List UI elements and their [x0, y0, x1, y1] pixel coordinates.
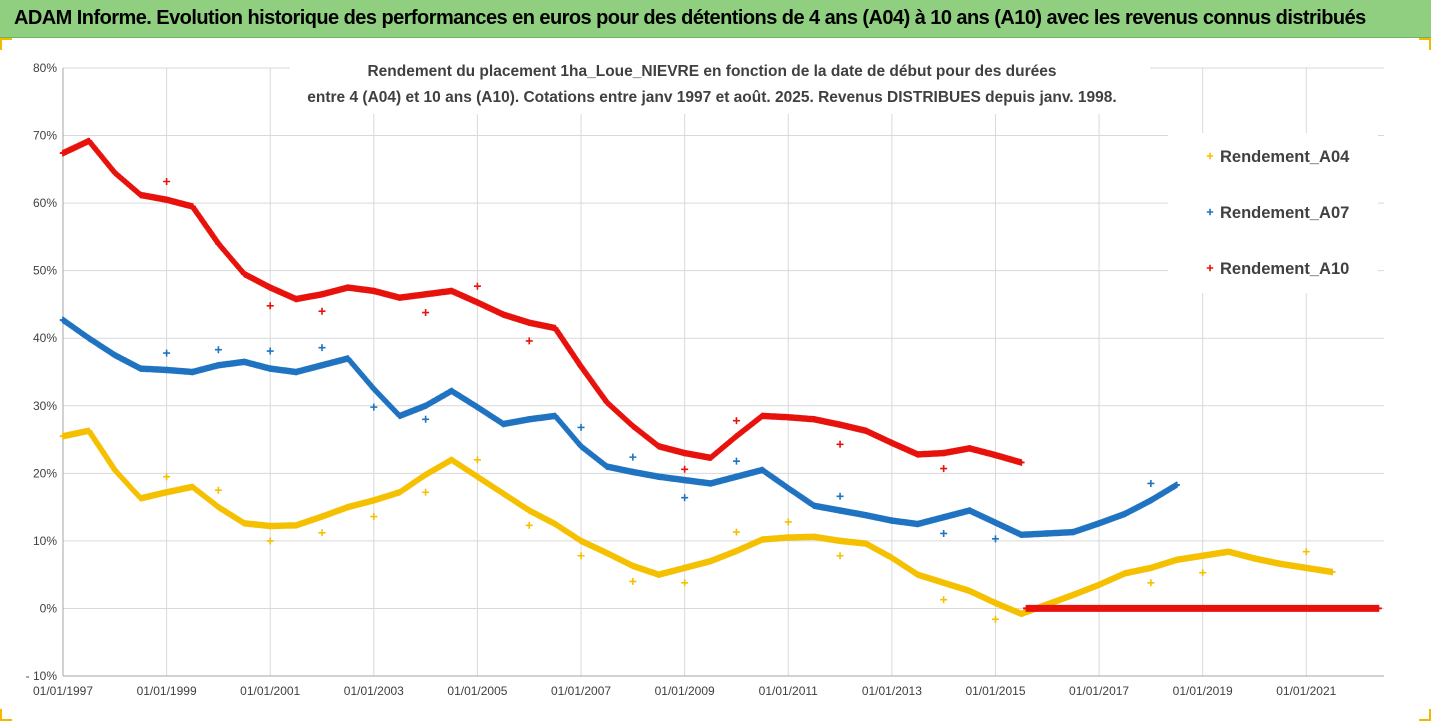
rendement-a04-isolated-point — [526, 522, 533, 529]
chart-title-line2: entre 4 (A04) et 10 ans (A10). Cotations… — [307, 89, 1116, 106]
rendement-a07-isolated-point — [1147, 480, 1154, 487]
rendement-a04-isolated-point — [319, 529, 326, 536]
y-tick-label: 60% — [33, 196, 57, 210]
rendement-a04-isolated-point — [1147, 579, 1154, 586]
y-tick-label: 40% — [33, 331, 57, 345]
frame-corner-top-right — [1419, 38, 1431, 50]
frame-corner-top-left — [0, 38, 12, 50]
y-tick-label: 10% — [33, 534, 57, 548]
x-tick-label: 01/01/2019 — [1173, 684, 1233, 698]
rendement-a07-isolated-point — [370, 404, 377, 411]
x-tick-label: 01/01/2015 — [965, 684, 1025, 698]
rendement-a07-isolated-point — [319, 344, 326, 351]
y-tick-label: 50% — [33, 264, 57, 278]
x-tick-label: 01/01/2007 — [551, 684, 611, 698]
rendement-a04-isolated-point — [215, 487, 222, 494]
rendement-a04-isolated-point — [1303, 548, 1310, 555]
rendement-a04-isolated-point — [940, 596, 947, 603]
rendement-a07-isolated-point — [940, 530, 947, 537]
x-tick-label: 01/01/2013 — [862, 684, 922, 698]
rendement-a10-zero-segment — [1023, 605, 1382, 612]
rendement-a10-isolated-point — [267, 302, 274, 309]
rendement-a04-isolated-point — [1199, 569, 1206, 576]
rendement-a04-isolated-point — [629, 578, 636, 585]
rendement-a07-series — [60, 317, 1180, 543]
rendement-a10-isolated-point — [940, 465, 947, 472]
y-tick-label: - 10% — [26, 669, 58, 683]
rendement-a07-isolated-point — [267, 348, 274, 355]
y-tick-label: 20% — [33, 466, 57, 480]
rendement-a04-isolated-point — [681, 579, 688, 586]
x-tick-label: 01/01/2003 — [344, 684, 404, 698]
x-tick-label: 01/01/2021 — [1276, 684, 1336, 698]
x-tick-label: 01/01/2001 — [240, 684, 300, 698]
rendement-a04-isolated-point — [163, 473, 170, 480]
rendement-a07-isolated-point — [629, 454, 636, 461]
rendement-a10-legend-label: Rendement_A10 — [1220, 260, 1349, 278]
x-tick-label: 01/01/2011 — [759, 684, 818, 698]
x-tick-label: 01/01/2005 — [447, 684, 507, 698]
rendement-a07-isolated-point — [215, 346, 222, 353]
rendement-a04-isolated-point — [474, 456, 481, 463]
x-tick-label: 01/01/1999 — [137, 684, 197, 698]
rendement-a10-isolated-point — [681, 466, 688, 473]
report-title: ADAM Informe. Evolution historique des p… — [14, 7, 1366, 30]
x-tick-label: 01/01/2009 — [655, 684, 715, 698]
rendement-a07-isolated-point — [733, 458, 740, 465]
report-banner: ADAM Informe. Evolution historique des p… — [0, 0, 1431, 38]
rendement-a04-isolated-point — [837, 552, 844, 559]
y-tick-label: 0% — [40, 601, 58, 615]
rendement-a10-isolated-point — [837, 441, 844, 448]
frame-corner-bottom-right — [1419, 709, 1431, 721]
rendement-a07-isolated-point — [578, 424, 585, 431]
rendement-a04-isolated-point — [578, 552, 585, 559]
rendement-a07-isolated-point — [163, 350, 170, 357]
rendement-a04-isolated-point — [733, 529, 740, 536]
frame-corner-bottom-left — [0, 709, 12, 721]
yield-chart: - 10% 0% 10% 20% 30% 40% 50% 60% 70% 80% 01/01/199… — [0, 38, 1431, 721]
rendement-a07-isolated-point — [837, 493, 844, 500]
rendement-a04-isolated-point — [992, 616, 999, 623]
rendement-a07-trend-markers — [60, 317, 1180, 538]
rendement-a10-isolated-point — [319, 308, 326, 315]
chart-container: - 10% 0% 10% 20% 30% 40% 50% 60% 70% 80% 01/01/199… — [0, 38, 1431, 721]
rendement-a07-legend-label: Rendement_A07 — [1220, 204, 1349, 222]
rendement-a04-isolated-point — [370, 513, 377, 520]
y-tick-label: 80% — [33, 61, 57, 75]
rendement-a10-isolated-point — [733, 417, 740, 424]
rendement-a10-isolated-point — [474, 283, 481, 290]
rendement-a04-isolated-point — [785, 518, 792, 525]
x-tick-label: 01/01/2017 — [1069, 684, 1129, 698]
chart-legend: Rendement_A04 Rendement_A07 Rendement_A10 — [1168, 133, 1378, 293]
rendement-a07-isolated-point — [422, 416, 429, 423]
rendement-a10-isolated-point — [163, 178, 170, 185]
rendement-a04-isolated-point — [267, 537, 274, 544]
y-tick-label: 70% — [33, 129, 57, 143]
rendement-a04-legend-label: Rendement_A04 — [1220, 148, 1350, 166]
x-tick-label: 01/01/1997 — [33, 684, 93, 698]
y-tick-label: 30% — [33, 399, 57, 413]
rendement-a04-isolated-point — [422, 489, 429, 496]
rendement-a07-isolated-point — [681, 494, 688, 501]
chart-title-line1: Rendement du placement 1ha_Loue_NIEVRE e… — [367, 63, 1056, 80]
rendement-a10-isolated-point — [422, 309, 429, 316]
